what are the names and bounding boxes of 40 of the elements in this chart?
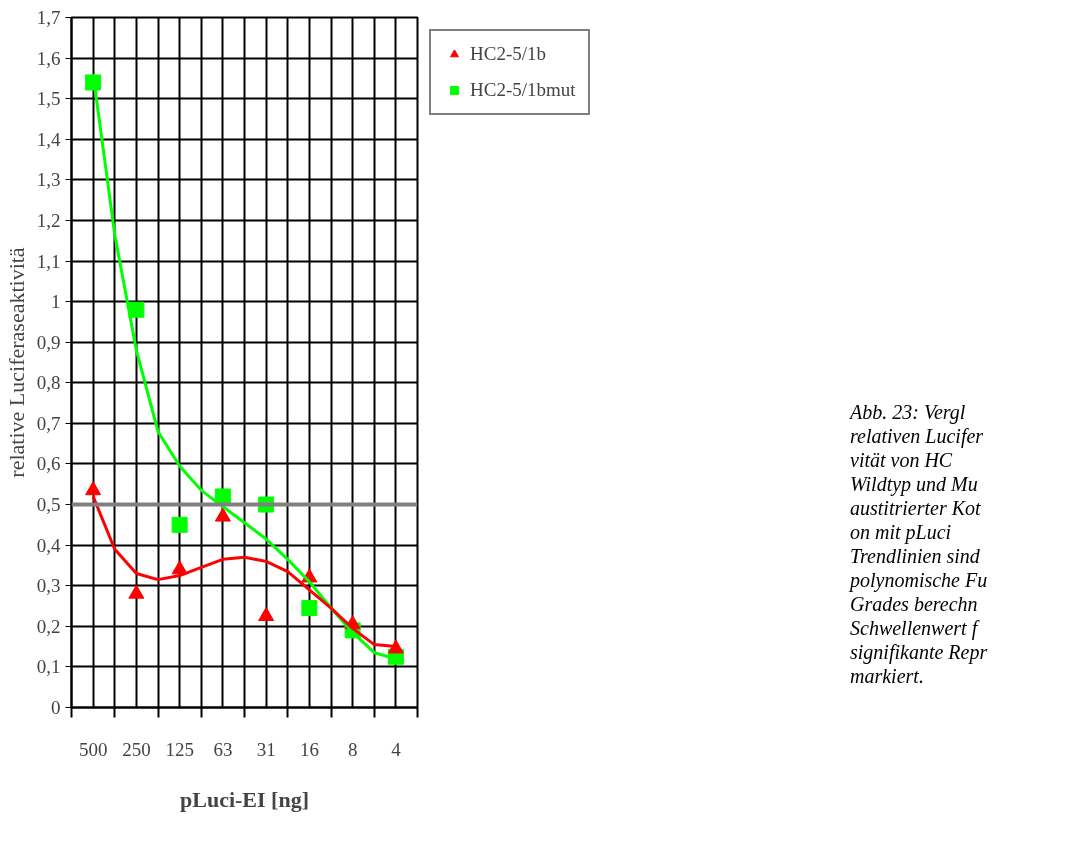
- point: [258, 607, 275, 622]
- point: [128, 584, 145, 599]
- y-tick-label: 1,6: [36, 47, 61, 69]
- x-tick-label: 63: [213, 738, 233, 760]
- point: [214, 507, 231, 522]
- x-tick-label: 4: [391, 738, 402, 760]
- x-tick-label: 31: [256, 738, 276, 760]
- point: [128, 301, 145, 318]
- y-axis-title: relative Luciferaseaktivitä: [3, 247, 29, 478]
- x-tick-label: 125: [165, 738, 194, 760]
- legend-label: HC2-5/1bmut: [470, 79, 576, 101]
- y-tick-label: 1,4: [36, 128, 61, 150]
- point: [85, 481, 102, 496]
- y-tick-label: 0,5: [36, 494, 61, 516]
- y-tick-label: 1: [51, 291, 61, 313]
- y-tick-label: 1,1: [36, 250, 61, 272]
- y-tick-label: 0: [51, 697, 61, 718]
- point: [171, 560, 188, 575]
- y-tick-label: 0,3: [36, 575, 61, 597]
- y-tick-label: 0,6: [36, 453, 61, 475]
- y-tick-label: 1,5: [36, 88, 61, 110]
- x-axis-title: pLuci-EI [ng]: [180, 786, 309, 812]
- point: [301, 600, 318, 617]
- y-tick-label: 0,7: [36, 412, 61, 434]
- y-tick-label: 0,2: [36, 615, 61, 637]
- x-tick-label: 250: [122, 738, 151, 760]
- y-tick-label: 0,4: [36, 534, 61, 556]
- y-tick-label: 1,2: [36, 209, 61, 231]
- x-tick-label: 16: [299, 738, 319, 760]
- legend-label: HC2-5/1b: [470, 43, 546, 65]
- y-tick-label: 0,8: [36, 372, 61, 394]
- x-tick-label: 8: [347, 738, 358, 760]
- x-tick-label: 500: [78, 738, 108, 760]
- point: [171, 516, 188, 533]
- y-tick-label: 1,7: [36, 7, 61, 28]
- point: [387, 639, 404, 654]
- y-tick-label: 0,1: [36, 656, 61, 678]
- y-tick-label: 1,3: [36, 169, 61, 191]
- y-tick-label: 0,9: [36, 331, 61, 353]
- text: Abb. 23: Vergl relativen Lucifer vität von HC Wildtyp und Mu austitrierter Kot on mit pLuci Trendlinien sind polynomische Fu Grades berechn Schwellenwert f signifikante Repr markiert.: [850, 401, 988, 687]
